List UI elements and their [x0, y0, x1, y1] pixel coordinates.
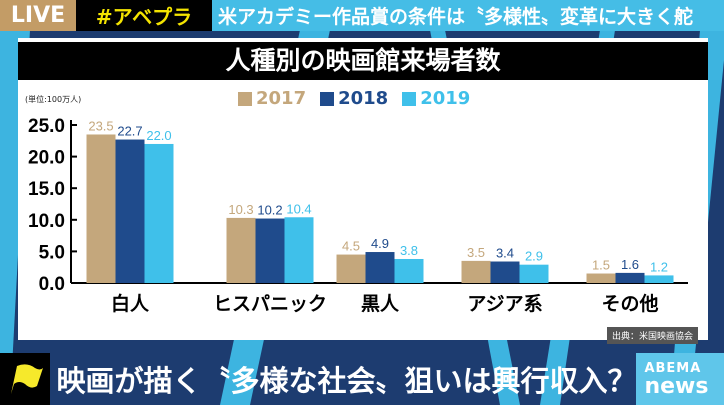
data-label: 10.3	[228, 202, 253, 217]
caption: 映画が描く〝多様な社会〟狙いは興行収入？	[56, 364, 637, 398]
bar-2017	[226, 217, 256, 283]
data-label: 22.0	[146, 128, 171, 143]
unit-label: (単位:100万人)	[25, 95, 82, 104]
live-badge: LIVE	[0, 0, 76, 31]
bar-chart: 0.0 5.0 10.0 15.0 20.0 25.0 23.5 22.7 22.0 白人 10.3…	[28, 116, 688, 315]
logo-bottom: news	[644, 373, 709, 399]
program-tag: #アベプラ	[76, 0, 212, 31]
flag-icon	[11, 364, 44, 394]
data-label: 10.2	[257, 203, 282, 218]
chart-panel: 人種別の映画館来場者数 (単位:100万人) 2017 2018 2019 0.…	[18, 38, 708, 344]
logo-top: ABEMA	[644, 360, 702, 376]
legend: 2017 2018 2019	[238, 88, 470, 109]
bar-2019	[144, 143, 174, 283]
y-tick-label: 0.0	[39, 274, 65, 295]
bar-2019	[519, 264, 549, 283]
category-label: 黒人	[361, 293, 400, 315]
y-tick-label: 25.0	[28, 116, 65, 137]
data-label: 1.2	[650, 259, 668, 274]
bar-2019	[394, 258, 424, 283]
bar-2018	[115, 139, 145, 283]
data-label: 10.4	[286, 201, 311, 216]
data-label: 22.7	[117, 124, 142, 139]
bar-2018	[490, 261, 520, 283]
bottom-banner: 映画が描く〝多様な社会〟狙いは興行収入？ ABEMA news	[0, 353, 724, 405]
top-banner: LIVE #アベプラ 米アカデミー作品賞の条件は〝多様性〟変革に大きく舵	[0, 0, 724, 31]
bar-2018	[615, 272, 645, 283]
headline: 米アカデミー作品賞の条件は〝多様性〟変革に大きく舵	[212, 0, 724, 31]
data-label: 4.9	[371, 236, 389, 251]
legend-2017: 2017	[238, 88, 306, 109]
legend-2018: 2018	[320, 88, 388, 109]
data-label: 3.4	[496, 246, 514, 261]
category-label: アジア系	[467, 293, 542, 315]
data-label: 1.6	[621, 257, 639, 272]
bar-2017	[461, 260, 491, 283]
abema-news-logo: ABEMA news	[636, 353, 724, 405]
source-label: 出典：米国映画協会	[606, 327, 698, 344]
y-tick-label: 20.0	[28, 148, 65, 169]
category-label: その他	[601, 292, 658, 315]
bar-2018	[365, 252, 395, 283]
chart-title: 人種別の映画館来場者数	[18, 42, 708, 80]
y-tick-label: 15.0	[28, 179, 65, 200]
y-tick-label: 5.0	[39, 242, 65, 263]
legend-2019: 2019	[402, 88, 470, 109]
y-tick-label: 10.0	[28, 211, 65, 232]
bar-2019	[644, 275, 674, 283]
bar-2019	[284, 217, 314, 283]
data-label: 23.5	[88, 118, 113, 133]
category-label: 白人	[111, 292, 150, 315]
flag-box	[0, 353, 51, 405]
bar-2017	[336, 254, 366, 283]
data-label: 1.5	[592, 258, 610, 273]
data-label: 3.8	[400, 243, 418, 258]
bar-2017	[86, 134, 116, 283]
category-label: ヒスパニック	[213, 293, 327, 315]
data-label: 2.9	[525, 249, 543, 264]
data-label: 4.5	[342, 239, 360, 254]
bar-2018	[255, 218, 285, 283]
bar-2017	[586, 273, 616, 283]
data-label: 3.5	[467, 245, 485, 260]
